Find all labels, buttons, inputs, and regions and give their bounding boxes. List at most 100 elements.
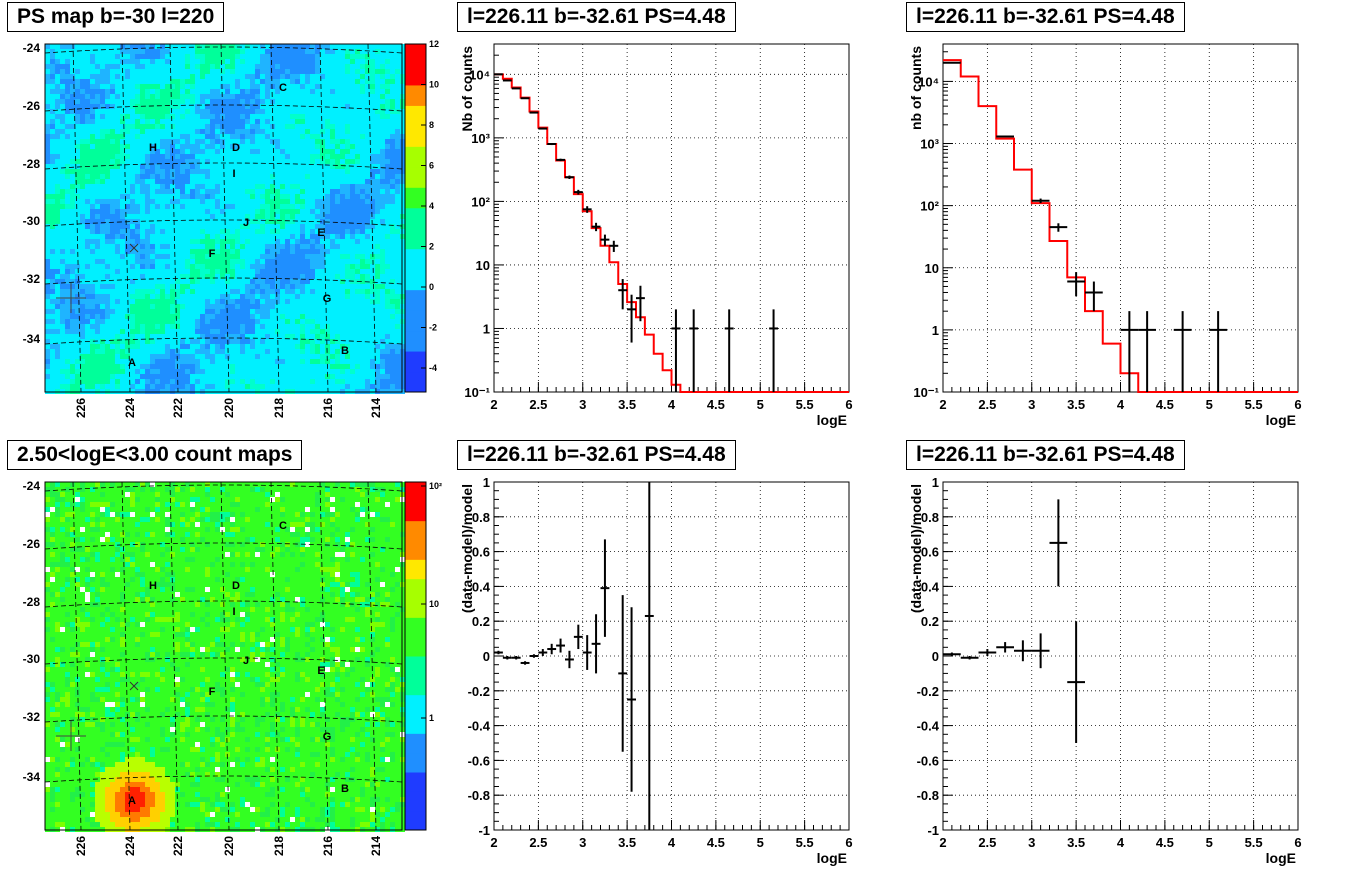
- lat-tick-label: -32: [23, 710, 41, 724]
- colorbar-segment: [405, 578, 426, 599]
- spectrum-right-chart: 2 2.5 3 3.5 4 4.5 5 5.5 6 10⁻¹ 1 10 10² 10³ 10⁴ logE nb …: [908, 43, 1302, 428]
- x-tick-label: 5: [1206, 397, 1213, 412]
- latitude-line: [44, 46, 403, 54]
- longitude-line: [367, 43, 377, 393]
- source-label: B: [341, 783, 349, 795]
- x-axis-title: logE: [1266, 850, 1296, 866]
- source-label: G: [323, 293, 332, 305]
- candidate-cross-marker: [56, 283, 86, 313]
- latitude-line: [44, 715, 403, 723]
- x-tick-label: 3.5: [618, 397, 636, 412]
- longitude-line: [169, 43, 179, 393]
- y-tick-label: 0: [483, 649, 490, 664]
- y-tick-label: 10²: [471, 194, 490, 209]
- colorbar-segment: [405, 636, 426, 657]
- longitude-line: [121, 481, 131, 831]
- latitude-line: [44, 657, 403, 665]
- colorbar-tick-label: 8: [429, 120, 434, 130]
- colorbar-segment: [405, 310, 426, 332]
- x-axis-title: logE: [1266, 412, 1296, 428]
- x-tick-label: 4: [668, 397, 676, 412]
- x-tick-label: 2.5: [529, 835, 547, 850]
- x-tick-label: 5: [1206, 835, 1213, 850]
- x-tick-label: 4: [1117, 835, 1125, 850]
- x-tick-label: 3: [579, 397, 586, 412]
- lat-tick-label: -26: [23, 99, 41, 113]
- colorbar-segment: [405, 44, 426, 65]
- count-map-figure: -24 -26 -28 -30 -32 -34 226 224 222 220 218 216 214 A…: [23, 479, 442, 856]
- colorbar-segment: [405, 187, 426, 209]
- y-tick-label: -1: [478, 823, 490, 838]
- ps-map-panel: -24 -26 -28 -30 -32 -34 226 224 222 220 218 216 214 A…: [0, 0, 450, 437]
- map-frame: [44, 481, 403, 831]
- lat-tick-label: -34: [23, 332, 41, 346]
- spectrum-left-title: l=226.11 b=-32.61 PS=4.48: [457, 2, 736, 32]
- colorbar-segment: [405, 733, 426, 754]
- longitude-line: [169, 481, 179, 831]
- x-tick-label: 5: [757, 835, 764, 850]
- longitude-line: [72, 481, 82, 831]
- lon-tick-label: 214: [369, 398, 383, 418]
- lon-tick-label: 224: [123, 836, 137, 856]
- count-map-title: 2.50<logE<3.00 count maps: [7, 440, 303, 470]
- y-tick-label: 10⁻¹: [913, 385, 939, 400]
- y-tick-label: 0.6: [921, 545, 939, 560]
- colorbar-segment: [405, 752, 426, 773]
- latitude-line: [44, 277, 403, 285]
- colorbar-segment: [405, 371, 426, 393]
- y-tick-label: 10⁴: [918, 74, 939, 89]
- colorbar-segment: [405, 598, 426, 618]
- y-tick-label: -0.4: [917, 719, 940, 734]
- y-tick-label: 10: [476, 258, 490, 273]
- colorbar-segment: [405, 772, 426, 792]
- colorbar-segment: [405, 207, 426, 229]
- y-tick-label: -0.8: [917, 788, 939, 803]
- longitude-line: [367, 481, 377, 831]
- colorbar-tick-label: -2: [429, 323, 437, 333]
- y-tick-label: 10⁻¹: [464, 385, 490, 400]
- longitude-line: [319, 43, 329, 393]
- colorbar-segment: [405, 330, 426, 352]
- y-axis-title: nb of counts: [908, 46, 924, 130]
- source-label: F: [209, 686, 216, 698]
- colorbar-tick-label: 10²: [429, 481, 442, 491]
- y-axis-title: (data-model)/model: [459, 484, 475, 613]
- colorbar-tick-label: 2: [429, 242, 434, 252]
- longitude-line: [270, 43, 280, 393]
- lon-tick-label: 216: [321, 398, 335, 418]
- y-tick-label: 1: [932, 323, 939, 338]
- x-tick-label: 3.5: [1067, 835, 1085, 850]
- lon-tick-label: 218: [272, 836, 286, 856]
- x-tick-label: 2: [490, 835, 497, 850]
- y-tick-label: 0.2: [921, 614, 939, 629]
- source-label: A: [128, 795, 136, 807]
- colorbar-segment: [405, 714, 426, 734]
- lon-tick-label: 218: [272, 398, 286, 418]
- y-tick-label: -0.6: [468, 753, 490, 768]
- y-tick-label: 0.8: [921, 510, 939, 525]
- longitude-line: [319, 481, 329, 831]
- plot-frame: [942, 43, 1299, 393]
- y-tick-label: 10²: [920, 199, 939, 214]
- longitude-line: [220, 481, 230, 831]
- source-label: A: [128, 357, 136, 369]
- source-label: B: [341, 345, 349, 357]
- colorbar-segment: [405, 520, 426, 541]
- lat-tick-label: -34: [23, 770, 41, 784]
- lon-tick-label: 222: [171, 836, 185, 856]
- lon-tick-label: 216: [321, 836, 335, 856]
- source-label: H: [149, 142, 157, 154]
- colorbar-segment: [405, 125, 426, 147]
- latitude-line: [44, 484, 403, 492]
- colorbar-segment: [405, 166, 426, 188]
- y-tick-label: 10³: [920, 137, 939, 152]
- model-histogram: [943, 59, 1298, 393]
- colorbar-segment: [405, 540, 426, 560]
- colorbar-segment: [405, 656, 426, 676]
- spectrum-right-panel: 2 2.5 3 3.5 4 4.5 5 5.5 6 10⁻¹ 1 10 10² 10³ 10⁴ logE nb …: [899, 0, 1348, 437]
- x-tick-label: 6: [845, 835, 852, 850]
- longitude-line: [220, 43, 230, 393]
- y-axis-title: (data-model)/model: [908, 484, 924, 613]
- x-tick-label: 2: [939, 397, 946, 412]
